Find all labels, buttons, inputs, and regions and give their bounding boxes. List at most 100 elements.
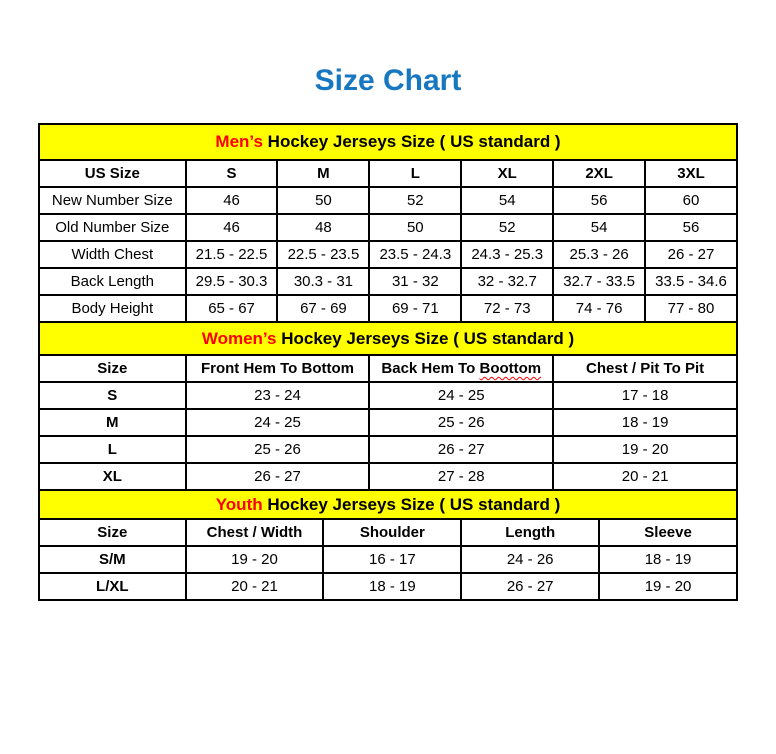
youth-column-header: Sleeve (598, 518, 738, 547)
mens-value-cell: 25.3 - 26 (552, 240, 647, 269)
mens-table-row: Width Chest 21.5 - 22.5 22.5 - 23.5 23.5 - … (38, 240, 738, 269)
mens-value-cell: 30.3 - 31 (276, 267, 371, 296)
mens-value-cell: 31 - 32 (368, 267, 463, 296)
youth-value-cell: 19 - 20 (184, 545, 325, 574)
womens-value-cell: 27 - 28 (368, 462, 555, 491)
mens-section-band-row: Men’s Hockey Jerseys Size ( US standard … (38, 123, 738, 161)
womens-value-cell: 25 - 26 (368, 408, 555, 437)
youth-value-cell: 18 - 19 (322, 572, 463, 601)
mens-value-cell: 77 - 80 (644, 294, 738, 323)
mens-column-header: XL (460, 159, 555, 188)
mens-column-header: S (184, 159, 279, 188)
womens-column-header: Front Hem To Bottom (184, 354, 371, 383)
mens-heading-text: Hockey Jerseys Size ( US standard ) (262, 132, 561, 151)
youth-heading-text: Hockey Jerseys Size ( US standard ) (262, 494, 561, 514)
womens-section-band-row: Women’s Hockey Jerseys Size ( US standar… (38, 321, 738, 356)
youth-column-header: Size (38, 518, 187, 547)
youth-value-cell: 16 - 17 (322, 545, 463, 574)
youth-column-header: Length (460, 518, 601, 547)
mens-section-heading: Men’s Hockey Jerseys Size ( US standard … (38, 123, 738, 161)
mens-column-header: M (276, 159, 371, 188)
womens-row-label-cell: S (38, 381, 187, 410)
womens-heading-accent: Women’s (201, 328, 277, 348)
womens-row-label-cell: XL (38, 462, 187, 491)
mens-value-cell: 67 - 69 (276, 294, 371, 323)
mens-value-cell: 50 (368, 213, 463, 242)
mens-table-row: New Number Size 46 50 52 54 56 60 (38, 186, 738, 215)
mens-value-cell: 46 (184, 186, 279, 215)
womens-value-cell: 26 - 27 (184, 462, 371, 491)
mens-value-cell: 48 (276, 213, 371, 242)
womens-heading-text: Hockey Jerseys Size ( US standard ) (276, 328, 575, 348)
womens-column-header-text: Back Hem To (381, 360, 480, 377)
womens-column-header: Chest / Pit To Pit (552, 354, 738, 383)
mens-value-cell: 32.7 - 33.5 (552, 267, 647, 296)
mens-row-label-cell: Width Chest (38, 240, 187, 269)
youth-row-label-cell: L/XL (38, 572, 187, 601)
mens-row-label-cell: New Number Size (38, 186, 187, 215)
womens-row-label-cell: L (38, 435, 187, 464)
mens-value-cell: 33.5 - 34.6 (644, 267, 738, 296)
mens-value-cell: 29.5 - 30.3 (184, 267, 279, 296)
mens-value-cell: 65 - 67 (184, 294, 279, 323)
youth-heading-accent: Youth (215, 494, 263, 514)
womens-column-header-misspelled-word: Boottom (479, 360, 542, 377)
mens-column-header: US Size (38, 159, 187, 188)
womens-size-table: Women’s Hockey Jerseys Size ( US standar… (38, 321, 738, 491)
womens-table-row: L 25 - 26 26 - 27 19 - 20 (38, 435, 738, 464)
mens-column-header: 3XL (644, 159, 738, 188)
womens-value-cell: 18 - 19 (552, 408, 738, 437)
youth-column-header-row: Size Chest / Width Shoulder Length Sleeve (38, 518, 738, 547)
mens-row-label-cell: Body Height (38, 294, 187, 323)
mens-column-header: L (368, 159, 463, 188)
youth-value-cell: 19 - 20 (598, 572, 738, 601)
mens-value-cell: 52 (368, 186, 463, 215)
mens-value-cell: 46 (184, 213, 279, 242)
mens-value-cell: 74 - 76 (552, 294, 647, 323)
womens-value-cell: 17 - 18 (552, 381, 738, 410)
youth-value-cell: 20 - 21 (184, 572, 325, 601)
mens-row-label-cell: Back Length (38, 267, 187, 296)
youth-size-table: Youth Hockey Jerseys Size ( US standard … (38, 489, 738, 601)
youth-value-cell: 26 - 27 (460, 572, 601, 601)
youth-table-row: S/M 19 - 20 16 - 17 24 - 26 18 - 19 (38, 545, 738, 574)
womens-column-header: Back Hem To Boottom (368, 354, 555, 383)
youth-column-header: Shoulder (322, 518, 463, 547)
womens-table-row: S 23 - 24 24 - 25 17 - 18 (38, 381, 738, 410)
mens-value-cell: 72 - 73 (460, 294, 555, 323)
womens-value-cell: 24 - 25 (184, 408, 371, 437)
womens-row-label-cell: M (38, 408, 187, 437)
page-title: Size Chart (314, 64, 462, 97)
mens-heading-accent: Men’s (215, 132, 263, 151)
mens-value-cell: 32 - 32.7 (460, 267, 555, 296)
womens-value-cell: 19 - 20 (552, 435, 738, 464)
mens-value-cell: 56 (644, 213, 738, 242)
youth-row-label-cell: S/M (38, 545, 187, 574)
womens-section-heading: Women’s Hockey Jerseys Size ( US standar… (38, 321, 738, 356)
mens-value-cell: 56 (552, 186, 647, 215)
mens-value-cell: 52 (460, 213, 555, 242)
womens-column-header: Size (38, 354, 187, 383)
mens-column-header-row: US Size S M L XL 2XL 3XL (38, 159, 738, 188)
mens-size-table: Men’s Hockey Jerseys Size ( US standard … (38, 123, 738, 323)
mens-value-cell: 54 (552, 213, 647, 242)
womens-value-cell: 25 - 26 (184, 435, 371, 464)
mens-value-cell: 26 - 27 (644, 240, 738, 269)
youth-value-cell: 24 - 26 (460, 545, 601, 574)
youth-section-band-row: Youth Hockey Jerseys Size ( US standard … (38, 489, 738, 520)
mens-column-header: 2XL (552, 159, 647, 188)
mens-row-label-cell: Old Number Size (38, 213, 187, 242)
mens-table-row: Body Height 65 - 67 67 - 69 69 - 71 72 - 73 7… (38, 294, 738, 323)
mens-value-cell: 50 (276, 186, 371, 215)
youth-section-heading: Youth Hockey Jerseys Size ( US standard … (38, 489, 738, 520)
mens-value-cell: 21.5 - 22.5 (184, 240, 279, 269)
womens-table-row: XL 26 - 27 27 - 28 20 - 21 (38, 462, 738, 491)
womens-value-cell: 20 - 21 (552, 462, 738, 491)
mens-value-cell: 23.5 - 24.3 (368, 240, 463, 269)
womens-value-cell: 23 - 24 (184, 381, 371, 410)
womens-value-cell: 26 - 27 (368, 435, 555, 464)
mens-table-row: Old Number Size 46 48 50 52 54 56 (38, 213, 738, 242)
youth-value-cell: 18 - 19 (598, 545, 738, 574)
mens-table-row: Back Length 29.5 - 30.3 30.3 - 31 31 - 32 32… (38, 267, 738, 296)
womens-table-row: M 24 - 25 25 - 26 18 - 19 (38, 408, 738, 437)
